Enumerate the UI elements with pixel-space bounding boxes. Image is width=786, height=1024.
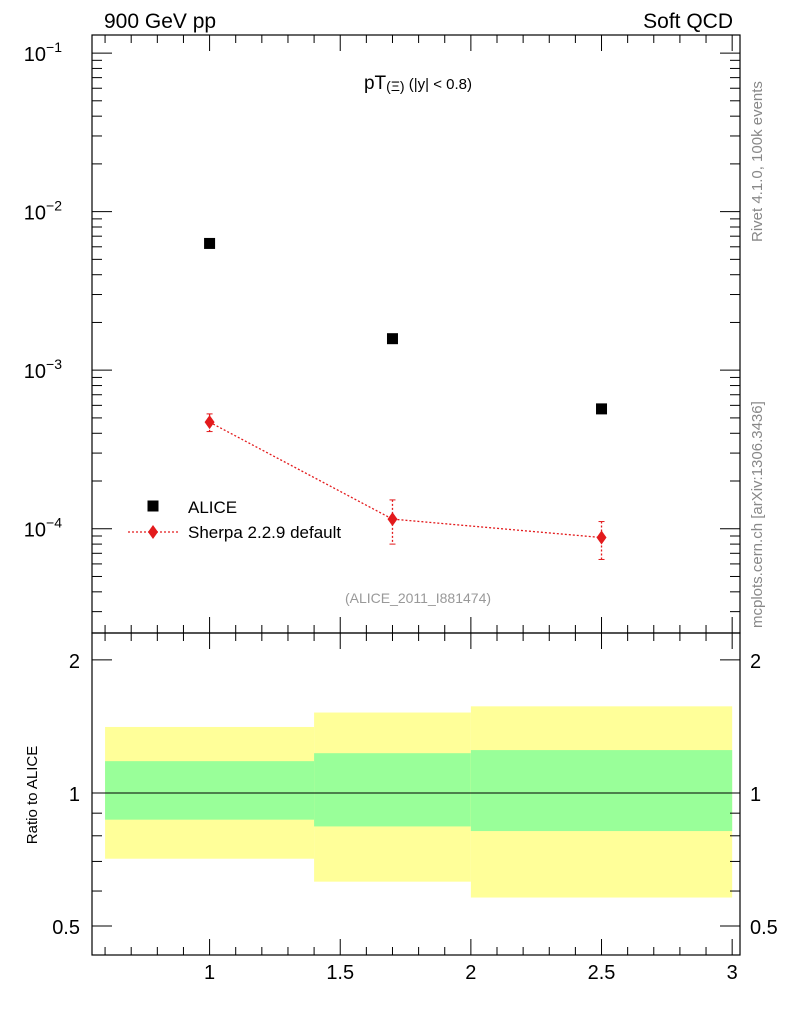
legend-alice-marker	[147, 500, 159, 512]
rivet-version-label: Rivet 4.1.0, 100k events	[749, 81, 766, 242]
ratio-y-tick-label-right-0.5: 0.5	[750, 917, 778, 939]
x-tick-label-1: 1	[204, 962, 215, 984]
analysis-label: (ALICE_2011_I881474)	[345, 590, 491, 606]
y-tick-label-3: 10−4	[24, 515, 62, 542]
alice-point-1	[386, 333, 398, 345]
y-tick-label-2: 10−3	[24, 356, 62, 383]
x-tick-label-3: 3	[727, 962, 738, 984]
y-tick-exponent-1: −2	[46, 198, 62, 214]
y-tick-label-1: 10−2	[24, 198, 62, 225]
alice-point-0	[204, 237, 216, 249]
sherpa-point-0	[204, 415, 215, 430]
y-tick-exponent-3: −4	[46, 515, 62, 531]
mcplots-label: mcplots.cern.ch [arXiv:1306.3436]	[749, 401, 766, 628]
sherpa-line	[209, 421, 602, 539]
ratio-y-tick-label-right-2: 2	[750, 651, 761, 673]
legend-sherpa-marker	[148, 525, 158, 539]
x-tick-label-1.5: 1.5	[326, 962, 354, 984]
y-tick-exponent-0: −1	[46, 39, 62, 55]
ratio-band-inner-2	[470, 750, 733, 832]
y-tick-label-0: 10−1	[24, 39, 62, 66]
main-plot: 10−1 10−2 10−3 10−4 ALICE Sherpa 2.2.9 defaul…	[24, 34, 741, 634]
ratio-ylabel: Ratio to ALICE	[24, 746, 41, 844]
plot-title-main: pT	[364, 73, 387, 94]
x-tick-label-2.5: 2.5	[588, 962, 616, 984]
ratio-y-tick-label-left-2: 2	[69, 651, 80, 673]
ratio-band-inner-0	[105, 761, 315, 820]
ratio-y-tick-label-left-0.5: 0.5	[52, 917, 80, 939]
ratio-plot-frame	[91, 632, 741, 956]
x-tick-label-2: 2	[465, 962, 476, 984]
alice-point-2	[596, 403, 608, 415]
ratio-band-inner-1	[314, 753, 471, 827]
sherpa-point-2	[596, 530, 607, 545]
y-tick-exponent-2: −3	[46, 356, 62, 372]
sherpa-point-1	[387, 512, 398, 527]
ratio-y-tick-label-left-1: 1	[69, 784, 80, 806]
main-plot-frame	[91, 34, 741, 634]
plot-title-rest: (|y| < 0.8)	[405, 76, 472, 93]
plot-title: pT(Ξ) (|y| < 0.8)	[364, 73, 472, 94]
ratio-y-tick-label-right-1: 1	[750, 784, 761, 806]
ratio-plot: 1 1.5 2 2.5 3 2 2 1 1 0.5 0.5	[52, 632, 778, 984]
legend-sherpa-label: Sherpa 2.2.9 default	[188, 523, 341, 542]
plot-title-sub: (Ξ)	[386, 78, 404, 94]
header-left-label: 900 GeV pp	[104, 10, 216, 33]
legend-alice-label: ALICE	[188, 498, 237, 517]
header-right-label: Soft QCD	[643, 10, 733, 33]
